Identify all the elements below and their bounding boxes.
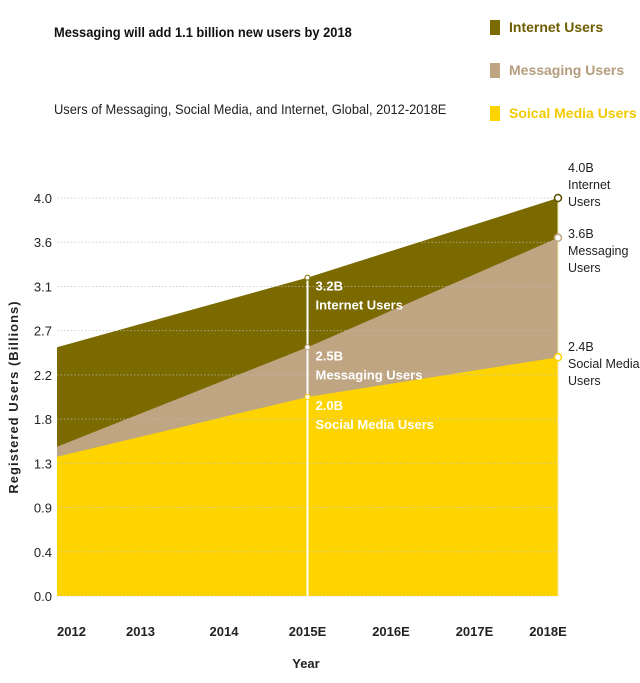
annotation-value: 2.4B xyxy=(568,340,594,354)
y-tick-label: 2.2 xyxy=(34,368,52,383)
data-point xyxy=(304,274,311,281)
y-tick-label: 1.3 xyxy=(34,456,52,471)
x-tick-label: 2013 xyxy=(126,624,155,639)
y-tick-label: 4.0 xyxy=(34,191,52,206)
data-point xyxy=(553,352,563,362)
legend-item-social: Soical Media Users xyxy=(490,102,637,124)
data-point xyxy=(304,344,311,351)
y-tick-label: 0.4 xyxy=(34,545,52,560)
y-tick-label: 2.7 xyxy=(34,324,52,339)
chart-subtitle: Users of Messaging, Social Media, and In… xyxy=(54,101,447,117)
annotation-value: 2.5B xyxy=(316,348,343,363)
legend-label: Soical Media Users xyxy=(509,105,637,121)
annotation-label: Users xyxy=(568,261,601,275)
data-point xyxy=(304,394,311,400)
y-tick-label: 3.1 xyxy=(34,279,52,294)
x-tick-label: 2014 xyxy=(210,624,240,639)
legend-label: Messaging Users xyxy=(509,62,625,78)
y-tick-label: 0.9 xyxy=(34,501,52,516)
x-tick-label: 2015E xyxy=(289,624,327,639)
x-tick-label: 2012 xyxy=(57,624,86,639)
data-point xyxy=(553,193,563,203)
annotation-label: Social Media Users xyxy=(316,417,435,432)
x-tick-label: 2017E xyxy=(456,624,494,639)
annotation-value: 4.0B xyxy=(568,161,594,175)
annotation-value: 3.6B xyxy=(568,227,594,241)
x-axis-title: Year xyxy=(292,656,319,671)
annotation-value: 2.0B xyxy=(316,398,343,413)
annotation-label: Messaging Users xyxy=(316,367,423,382)
legend-swatch xyxy=(490,105,500,121)
annotation-label: Internet Users xyxy=(316,298,403,313)
chart-title: Messaging will add 1.1 billion new users… xyxy=(54,24,352,40)
legend-swatch xyxy=(490,19,500,35)
annotation-value: 3.2B xyxy=(316,279,343,294)
annotation-label: Internet xyxy=(568,178,611,192)
legend-item-messaging: Messaging Users xyxy=(490,59,637,81)
annotation-label: Users xyxy=(568,195,601,209)
annotation-label: Users xyxy=(568,374,601,388)
x-tick-label: 2018E xyxy=(529,624,567,639)
annotation-label: Social Media xyxy=(568,357,640,371)
legend-swatch xyxy=(490,62,500,78)
data-point xyxy=(553,233,563,243)
legend-item-internet: Internet Users xyxy=(490,16,637,38)
y-tick-label: 3.6 xyxy=(34,235,52,250)
annotation-label: Messaging xyxy=(568,244,628,258)
y-tick-label: 0.0 xyxy=(34,589,52,604)
legend: Internet Users Messaging Users Soical Me… xyxy=(490,16,637,145)
x-tick-label: 2016E xyxy=(372,624,410,639)
y-axis-title: Registered Users (Billions) xyxy=(6,300,21,493)
y-tick-label: 1.8 xyxy=(34,412,52,427)
legend-label: Internet Users xyxy=(509,19,604,35)
